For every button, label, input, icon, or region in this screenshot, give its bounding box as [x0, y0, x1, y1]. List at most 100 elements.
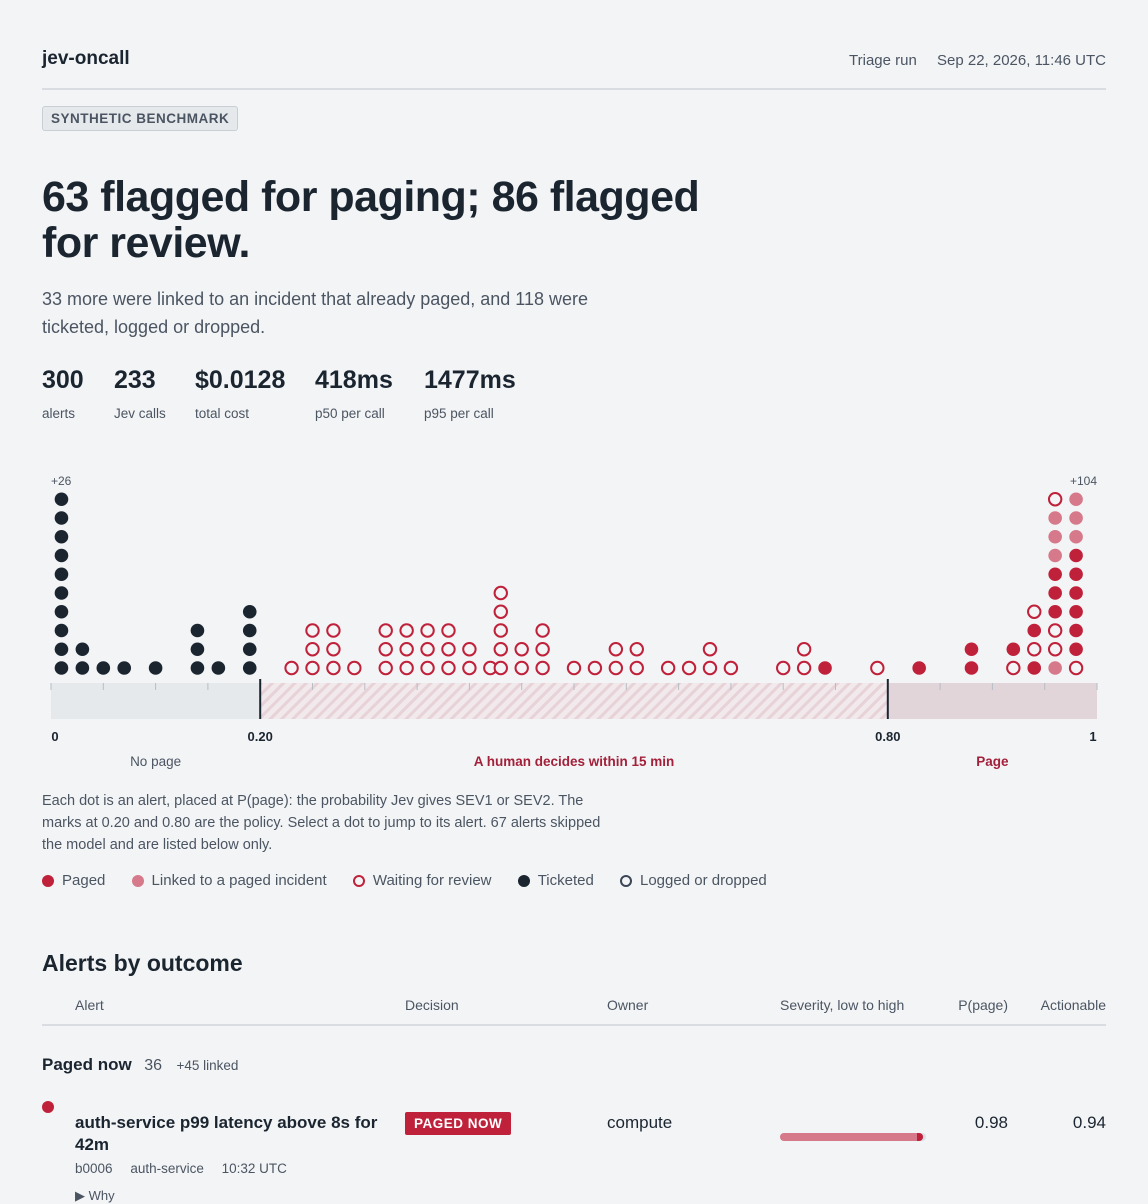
- review-dot[interactable]: [441, 623, 456, 638]
- review-dot[interactable]: [566, 660, 582, 676]
- review-dot[interactable]: [347, 660, 362, 676]
- review-dot[interactable]: [723, 660, 739, 676]
- review-dot[interactable]: [284, 660, 299, 676]
- ticketed-dot[interactable]: [190, 661, 205, 675]
- ticketed-dot[interactable]: [242, 623, 257, 638]
- paged-dot[interactable]: [1048, 567, 1062, 582]
- review-dot[interactable]: [1047, 642, 1063, 657]
- review-dot[interactable]: [399, 642, 414, 657]
- column-header-alert[interactable]: Alert: [75, 997, 104, 1013]
- review-dot[interactable]: [1027, 642, 1042, 657]
- column-header-actionable[interactable]: Actionable: [1040, 997, 1106, 1013]
- group-header-paged-now[interactable]: Paged now 36 +45 linked: [42, 1055, 238, 1075]
- review-dot[interactable]: [629, 642, 644, 657]
- paged-dot[interactable]: [1069, 586, 1083, 600]
- ticketed-dot[interactable]: [75, 642, 90, 657]
- review-dot[interactable]: [441, 660, 456, 676]
- paged-dot[interactable]: [1006, 642, 1021, 657]
- paged-dot[interactable]: [964, 661, 979, 675]
- ticketed-dot[interactable]: [148, 661, 163, 675]
- review-dot[interactable]: [1047, 492, 1063, 507]
- review-dot[interactable]: [399, 623, 414, 638]
- review-dot[interactable]: [608, 642, 624, 657]
- review-dot[interactable]: [796, 642, 812, 657]
- review-dot[interactable]: [493, 585, 508, 601]
- review-dot[interactable]: [493, 642, 508, 657]
- review-dot[interactable]: [660, 660, 676, 676]
- paged-dot[interactable]: [1048, 604, 1062, 619]
- review-dot[interactable]: [608, 660, 624, 676]
- ticketed-dot[interactable]: [211, 661, 226, 675]
- review-dot[interactable]: [420, 623, 435, 638]
- review-dot[interactable]: [399, 660, 414, 676]
- review-dot[interactable]: [305, 660, 320, 676]
- ticketed-dot[interactable]: [242, 604, 257, 619]
- linked-dot[interactable]: [1048, 529, 1062, 544]
- paged-dot[interactable]: [1027, 623, 1042, 638]
- review-dot[interactable]: [378, 623, 393, 638]
- paged-dot[interactable]: [1069, 604, 1083, 619]
- linked-dot[interactable]: [1069, 529, 1083, 544]
- ticketed-dot[interactable]: [117, 661, 132, 675]
- alert-title[interactable]: auth-service p99 latency above 8s for 42…: [75, 1113, 378, 1154]
- ticketed-dot[interactable]: [54, 529, 69, 544]
- review-dot[interactable]: [587, 660, 603, 676]
- ticketed-dot[interactable]: [54, 642, 69, 657]
- review-dot[interactable]: [535, 642, 550, 657]
- ticketed-dot[interactable]: [54, 586, 69, 600]
- review-dot[interactable]: [629, 660, 644, 676]
- review-dot[interactable]: [305, 642, 320, 657]
- paged-dot[interactable]: [1069, 567, 1083, 582]
- linked-dot[interactable]: [1048, 548, 1062, 563]
- ticketed-dot[interactable]: [54, 511, 69, 525]
- review-dot[interactable]: [378, 642, 393, 657]
- review-dot[interactable]: [514, 660, 529, 676]
- ticketed-dot[interactable]: [54, 492, 69, 507]
- paged-dot[interactable]: [1048, 586, 1062, 600]
- review-dot[interactable]: [1027, 604, 1042, 619]
- column-header-owner[interactable]: Owner: [607, 997, 649, 1013]
- review-dot[interactable]: [870, 660, 885, 676]
- review-dot[interactable]: [702, 660, 718, 676]
- review-dot[interactable]: [441, 642, 456, 657]
- review-dot[interactable]: [1006, 660, 1021, 676]
- review-dot[interactable]: [702, 642, 718, 657]
- review-dot[interactable]: [420, 660, 435, 676]
- ticketed-dot[interactable]: [54, 661, 69, 675]
- ticketed-dot[interactable]: [54, 567, 69, 582]
- review-dot[interactable]: [776, 660, 791, 676]
- review-dot[interactable]: [493, 660, 508, 676]
- review-dot[interactable]: [535, 623, 550, 638]
- review-dot[interactable]: [535, 660, 550, 676]
- review-dot[interactable]: [378, 660, 393, 676]
- review-dot[interactable]: [796, 660, 812, 676]
- review-dot[interactable]: [514, 642, 529, 657]
- paged-dot[interactable]: [1069, 642, 1083, 657]
- review-dot[interactable]: [462, 660, 477, 676]
- why-disclosure[interactable]: ▶ Why: [75, 1188, 115, 1203]
- paged-dot[interactable]: [1027, 661, 1042, 675]
- paged-dot[interactable]: [1069, 548, 1083, 563]
- ticketed-dot[interactable]: [190, 642, 205, 657]
- review-dot[interactable]: [1047, 623, 1063, 638]
- ticketed-dot[interactable]: [242, 642, 257, 657]
- review-dot[interactable]: [326, 623, 341, 638]
- ticketed-dot[interactable]: [54, 623, 69, 638]
- column-header-ppage[interactable]: P(page): [958, 997, 1008, 1013]
- paged-dot[interactable]: [912, 661, 926, 675]
- review-dot[interactable]: [462, 642, 477, 657]
- linked-dot[interactable]: [1048, 511, 1062, 525]
- column-header-decision[interactable]: Decision: [405, 997, 459, 1013]
- ticketed-dot[interactable]: [75, 661, 90, 675]
- column-header-severity[interactable]: Severity, low to high: [780, 997, 905, 1013]
- review-dot[interactable]: [493, 623, 508, 638]
- paged-dot[interactable]: [1069, 623, 1083, 638]
- ticketed-dot[interactable]: [190, 623, 205, 638]
- review-dot[interactable]: [681, 660, 697, 676]
- review-dot[interactable]: [1068, 660, 1084, 676]
- ticketed-dot[interactable]: [96, 661, 111, 675]
- review-dot[interactable]: [305, 623, 320, 638]
- review-dot[interactable]: [326, 660, 341, 676]
- ticketed-dot[interactable]: [242, 661, 257, 675]
- linked-dot[interactable]: [1069, 492, 1083, 507]
